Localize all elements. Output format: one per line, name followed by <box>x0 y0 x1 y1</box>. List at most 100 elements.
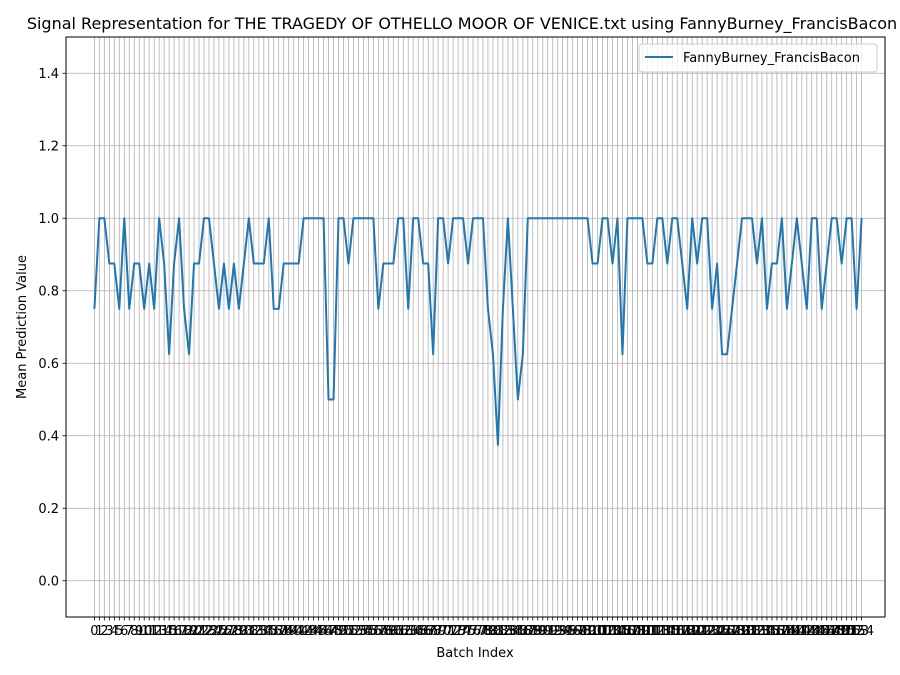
x-tick-label: 68 <box>425 624 442 639</box>
x-tick-label: 17 <box>171 624 188 639</box>
x-tick-label: 103 <box>595 624 620 639</box>
x-tick-label: 99 <box>579 624 596 639</box>
x-tick-label: 149 <box>824 624 849 639</box>
x-tick-label: 28 <box>226 624 243 639</box>
x-tick-label: 120 <box>680 624 705 639</box>
y-tick-label: 1.4 <box>38 67 59 82</box>
x-tick-label: 33 <box>251 624 268 639</box>
x-tick-label: 7 <box>125 624 133 639</box>
x-tick-label: 147 <box>814 624 839 639</box>
series-layer <box>93 217 863 446</box>
x-ticks: 0123456789101112131415161718192021222324… <box>90 617 874 639</box>
x-tick-label: 42 <box>295 624 312 639</box>
legend: FannyBurney_FrancisBacon <box>638 43 878 73</box>
x-tick-label: 139 <box>774 624 799 639</box>
x-tick-label: 85 <box>510 624 527 639</box>
x-tick-label: 138 <box>769 624 794 639</box>
x-tick-label: 87 <box>520 624 537 639</box>
x-tick-label: 94 <box>554 624 571 639</box>
x-tick-label: 98 <box>574 624 591 639</box>
x-tick-label: 111 <box>635 624 660 639</box>
x-tick-label: 10 <box>136 624 153 639</box>
x-tick-label: 113 <box>645 624 670 639</box>
x-tick-label: 118 <box>670 624 695 639</box>
x-tick-label: 61 <box>390 624 407 639</box>
x-tick-label: 148 <box>819 624 844 639</box>
x-tick-label: 21 <box>191 624 208 639</box>
x-tick-label: 18 <box>176 624 193 639</box>
x-tick-label: 123 <box>695 624 720 639</box>
y-axis-label: Mean Prediction Value <box>15 255 30 399</box>
x-tick-label: 20 <box>186 624 203 639</box>
x-tick-label: 79 <box>480 624 497 639</box>
x-tick-label: 145 <box>804 624 829 639</box>
y-tick-label: 0.6 <box>38 357 59 372</box>
x-tick-label: 91 <box>539 624 556 639</box>
x-tick-label: 88 <box>525 624 542 639</box>
x-tick-label: 1 <box>95 624 103 639</box>
x-tick-label: 150 <box>829 624 854 639</box>
x-tick-label: 48 <box>325 624 342 639</box>
x-tick-label: 142 <box>789 624 814 639</box>
x-tick-label: 22 <box>196 624 213 639</box>
x-tick-label: 30 <box>236 624 253 639</box>
x-tick-label: 104 <box>600 624 625 639</box>
x-tick-label: 108 <box>620 624 645 639</box>
x-tick-label: 64 <box>405 624 422 639</box>
x-tick-label: 67 <box>420 624 437 639</box>
x-tick-label: 75 <box>460 624 477 639</box>
x-tick-label: 121 <box>685 624 710 639</box>
x-tick-label: 96 <box>564 624 581 639</box>
x-tick-label: 39 <box>280 624 297 639</box>
x-tick-label: 93 <box>549 624 566 639</box>
x-tick-label: 131 <box>735 624 760 639</box>
x-tick-label: 66 <box>415 624 432 639</box>
x-tick-label: 62 <box>395 624 412 639</box>
x-tick-label: 53 <box>350 624 367 639</box>
x-tick-label: 34 <box>256 624 273 639</box>
y-ticks: 0.0 0.2 0.4 0.6 0.8 1.0 1.2 1.4 <box>38 67 66 589</box>
x-tick-label: 83 <box>500 624 517 639</box>
x-tick-label: 129 <box>725 624 750 639</box>
x-tick-label: 16 <box>166 624 183 639</box>
x-tick-label: 128 <box>720 624 745 639</box>
x-tick-label: 8 <box>130 624 138 639</box>
x-tick-label: 137 <box>764 624 789 639</box>
x-tick-label: 35 <box>260 624 277 639</box>
x-tick-label: 115 <box>655 624 680 639</box>
x-tick-label: 154 <box>849 624 874 639</box>
x-tick-label: 6 <box>120 624 128 639</box>
x-tick-label: 15 <box>161 624 178 639</box>
x-tick-label: 46 <box>315 624 332 639</box>
x-axis-label: Batch Index <box>436 646 514 661</box>
y-tick-label: 0.2 <box>38 502 59 517</box>
x-tick-label: 153 <box>844 624 869 639</box>
x-tick-label: 65 <box>410 624 427 639</box>
x-tick-label: 36 <box>265 624 282 639</box>
x-tick-label: 13 <box>151 624 168 639</box>
x-tick-label: 146 <box>809 624 834 639</box>
x-tick-label: 86 <box>515 624 532 639</box>
x-tick-label: 26 <box>216 624 233 639</box>
x-tick-label: 71 <box>440 624 457 639</box>
x-tick-label: 143 <box>794 624 819 639</box>
x-tick-label: 52 <box>345 624 362 639</box>
y-tick-label: 0.0 <box>38 574 59 589</box>
x-tick-label: 140 <box>779 624 804 639</box>
x-tick-label: 90 <box>534 624 551 639</box>
x-tick-label: 54 <box>355 624 372 639</box>
x-tick-label: 70 <box>435 624 452 639</box>
x-tick-label: 38 <box>275 624 292 639</box>
x-tick-label: 74 <box>455 624 472 639</box>
x-tick-label: 95 <box>559 624 576 639</box>
x-tick-label: 57 <box>370 624 387 639</box>
x-tick-label: 110 <box>630 624 655 639</box>
y-tick-label: 1.0 <box>38 212 59 227</box>
x-tick-label: 43 <box>300 624 317 639</box>
x-tick-label: 4 <box>110 624 118 639</box>
x-tick-label: 136 <box>760 624 785 639</box>
x-tick-label: 102 <box>590 624 615 639</box>
x-tick-label: 134 <box>750 624 775 639</box>
